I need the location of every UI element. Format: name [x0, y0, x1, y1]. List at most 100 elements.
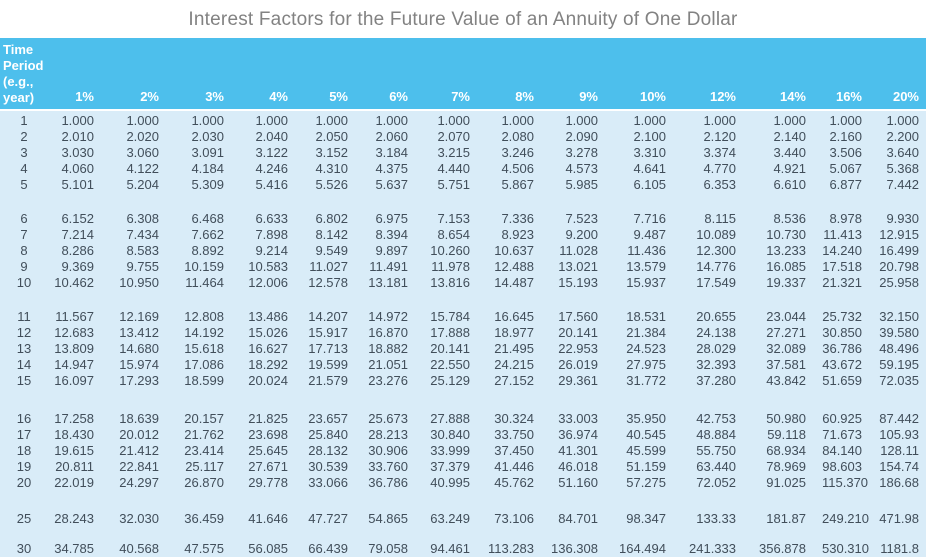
value-cell: 20.798	[879, 259, 919, 274]
rate-header-1pct: 1%	[48, 38, 110, 111]
group-spacer-cell	[0, 291, 926, 309]
value-cell: 2.080	[501, 129, 534, 144]
value-cell: 3.440	[773, 145, 806, 160]
value-cell: 43.842	[766, 373, 806, 388]
group-spacer-cell	[0, 527, 926, 541]
value-cell: 3.374	[703, 145, 736, 160]
value-cell: 4.921	[773, 161, 806, 176]
value-cell: 1181.8	[880, 541, 919, 556]
group-spacer	[0, 291, 926, 309]
value-cell: 9.487	[633, 227, 666, 242]
value-cell: 10.159	[184, 259, 224, 274]
value-cell: 23.414	[184, 443, 224, 458]
value-cell: 8.923	[501, 227, 534, 242]
value-cell: 15.784	[430, 309, 470, 324]
value-cell: 1.000	[191, 113, 224, 128]
interest-factors-table: Time Period (e.g., year) 1% 2% 3% 4% 5% 6% 7% 8% 9%…	[0, 38, 926, 557]
value-cell: 1.000	[437, 113, 470, 128]
value-cell: 5.867	[501, 177, 534, 192]
value-cell: 57.275	[626, 475, 666, 490]
value-cell: 9.755	[126, 259, 159, 274]
value-cell: 10.730	[766, 227, 806, 242]
value-cell: 6.802	[315, 211, 348, 226]
value-cell: 20.655	[696, 309, 736, 324]
value-cell: 32.089	[766, 341, 806, 356]
rate-header-14pct: 14%	[752, 38, 822, 111]
table-row-period-20: 20 22.019 24.297 26.870 29.778 33.066 36.786 40…	[0, 475, 926, 491]
value-cell: 84.140	[822, 443, 862, 458]
value-cell: 40.995	[430, 475, 470, 490]
value-cell: 14.972	[368, 309, 408, 324]
value-cell: 5.751	[437, 177, 470, 192]
value-cell: 16.097	[54, 373, 94, 388]
period-cell: 9	[20, 259, 28, 274]
group-spacer-cell	[0, 389, 926, 411]
value-cell: 2.050	[315, 129, 348, 144]
value-cell: 12.300	[696, 243, 736, 258]
group-spacer	[0, 389, 926, 411]
value-cell: 24.215	[494, 357, 534, 372]
value-cell: 25.732	[822, 309, 862, 324]
value-cell: 241.333	[689, 541, 736, 556]
value-cell: 530.310	[822, 541, 869, 556]
value-cell: 12.488	[494, 259, 534, 274]
value-cell: 9.214	[255, 243, 288, 258]
value-cell: 1.000	[829, 113, 862, 128]
table-row-period-4: 4 4.060 4.122 4.184 4.246 4.310 4.375 4.440 4.50…	[0, 161, 926, 177]
corner-header-line: Time	[3, 42, 34, 57]
table-row-period-7: 7 7.214 7.434 7.662 7.898 8.142 8.394 8.654 8.92…	[0, 227, 926, 243]
value-cell: 2.090	[565, 129, 598, 144]
value-cell: 12.683	[54, 325, 94, 340]
value-cell: 7.662	[191, 227, 224, 242]
value-cell: 51.159	[626, 459, 666, 474]
table-row-period-25: 25 28.243 32.030 36.459 41.646 47.727 54.865 63…	[0, 511, 926, 527]
group-spacer	[0, 491, 926, 511]
value-cell: 14.207	[308, 309, 348, 324]
value-cell: 42.753	[696, 411, 736, 426]
group-spacer-cell	[0, 491, 926, 511]
value-cell: 9.200	[565, 227, 598, 242]
value-cell: 4.122	[126, 161, 159, 176]
value-cell: 47.727	[308, 511, 348, 526]
value-cell: 5.067	[829, 161, 862, 176]
value-cell: 16.085	[766, 259, 806, 274]
header-row: Time Period (e.g., year) 1% 2% 3% 4% 5% 6% 7% 8% 9%…	[0, 38, 926, 111]
value-cell: 51.160	[558, 475, 598, 490]
rate-header-7pct: 7%	[424, 38, 486, 111]
value-cell: 3.152	[315, 145, 348, 160]
value-cell: 19.599	[308, 357, 348, 372]
value-cell: 18.639	[119, 411, 159, 426]
value-cell: 56.085	[248, 541, 288, 556]
table-row-period-10: 10 10.462 10.950 11.464 12.006 12.578 13.181 13…	[0, 275, 926, 291]
value-cell: 29.361	[558, 373, 598, 388]
value-cell: 181.87	[766, 511, 806, 526]
value-cell: 113.283	[487, 541, 534, 556]
table-row-period-5: 5 5.101 5.204 5.309 5.416 5.526 5.637 5.751 5.86…	[0, 177, 926, 193]
value-cell: 41.646	[248, 511, 288, 526]
table-row-period-1: 1 1.000 1.000 1.000 1.000 1.000 1.000 1.000 1.00…	[0, 113, 926, 129]
value-cell: 18.599	[184, 373, 224, 388]
rate-header-10pct: 10%	[614, 38, 682, 111]
value-cell: 50.980	[766, 411, 806, 426]
value-cell: 59.118	[767, 427, 806, 442]
period-cell: 20	[16, 475, 32, 490]
value-cell: 37.581	[766, 357, 806, 372]
value-cell: 12.808	[184, 309, 224, 324]
value-cell: 2.070	[437, 129, 470, 144]
rate-header-2pct: 2%	[110, 38, 175, 111]
group-spacer-cell	[0, 193, 926, 211]
value-cell: 6.610	[773, 177, 806, 192]
table-body: 1 1.000 1.000 1.000 1.000 1.000 1.000 1.000 1.00…	[0, 110, 926, 557]
value-cell: 2.160	[829, 129, 862, 144]
value-cell: 25.645	[248, 443, 288, 458]
value-cell: 3.215	[437, 145, 470, 160]
value-cell: 10.583	[248, 259, 288, 274]
value-cell: 28.132	[308, 443, 348, 458]
value-cell: 5.985	[565, 177, 598, 192]
value-cell: 6.877	[829, 177, 862, 192]
table-row-period-8: 8 8.286 8.583 8.892 9.214 9.549 9.897 10.260 10.…	[0, 243, 926, 259]
period-cell: 25	[16, 511, 32, 526]
value-cell: 10.260	[430, 243, 470, 258]
value-cell: 3.640	[886, 145, 919, 160]
